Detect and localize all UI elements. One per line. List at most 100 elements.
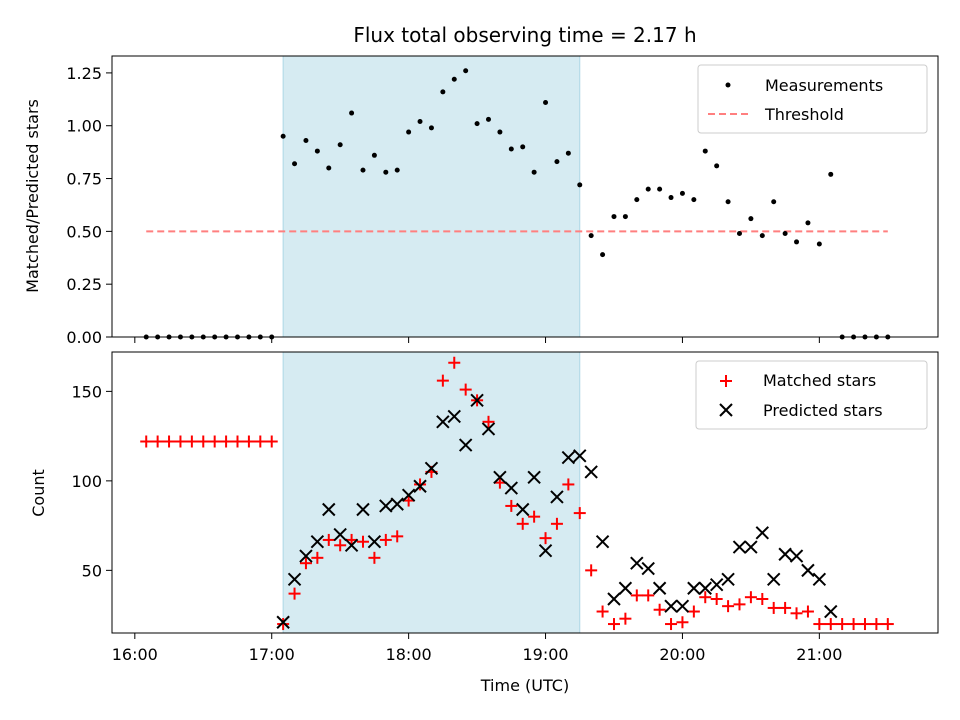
predicted-marker-b xyxy=(630,556,644,570)
measurement-point xyxy=(611,214,617,220)
bottom-x-tick-label: 18:00 xyxy=(386,645,432,664)
measurement-point xyxy=(554,159,560,165)
predicted-star-point xyxy=(310,535,325,549)
matched-star-point xyxy=(242,435,255,448)
matched-star-point xyxy=(665,618,678,631)
bottom-x-tick-label: 17:00 xyxy=(249,645,295,664)
top-axes-frame xyxy=(111,55,939,338)
predicted-star-point xyxy=(709,577,724,592)
predicted-star-point xyxy=(812,572,827,587)
measurement-point xyxy=(463,68,469,74)
predicted-marker-b xyxy=(516,502,530,517)
measurement-point xyxy=(497,129,503,135)
measurement-point xyxy=(645,186,651,192)
matched-star-point xyxy=(607,618,620,631)
predicted-marker-b xyxy=(424,461,439,476)
matched-star-point xyxy=(356,535,369,548)
predicted-marker-b xyxy=(767,572,781,587)
predicted-star-point xyxy=(630,556,644,570)
predicted-marker-b xyxy=(276,615,290,629)
matched-star-point xyxy=(322,533,335,546)
matched-star-point xyxy=(163,435,176,448)
matched-star-point xyxy=(744,591,757,604)
measurement-point xyxy=(280,133,286,139)
predicted-marker-b xyxy=(664,599,678,613)
matched-star-point xyxy=(231,435,244,448)
legend-predicted-label: Predicted stars xyxy=(763,401,883,420)
measurement-point xyxy=(725,199,731,205)
matched-star-point xyxy=(436,374,449,387)
predicted-marker-b xyxy=(390,497,404,511)
predicted-star-point xyxy=(344,538,359,553)
predicted-marker-b xyxy=(687,581,701,595)
predicted-marker-b xyxy=(379,499,393,513)
matched-stars-points xyxy=(140,356,894,631)
bottom-shaded-interval xyxy=(282,351,581,634)
matched-star-point xyxy=(813,618,826,631)
predicted-marker-b xyxy=(675,599,690,613)
top-y-tick-label: 0.50 xyxy=(66,222,102,241)
predicted-star-point xyxy=(595,535,610,549)
bottom-x-tick-label: 19:00 xyxy=(522,645,568,664)
measurement-point xyxy=(406,129,412,135)
matched-star-point xyxy=(482,415,495,428)
matched-star-point xyxy=(220,435,233,448)
predicted-star-point xyxy=(721,572,735,587)
predicted-star-point xyxy=(652,581,667,595)
measurement-point xyxy=(371,152,377,158)
measurement-point xyxy=(485,116,491,122)
predicted-marker-b xyxy=(561,450,576,465)
measurement-point xyxy=(565,150,571,156)
matched-star-point xyxy=(596,605,609,618)
predicted-star-point xyxy=(607,592,621,606)
top-y-tick-label: 0.75 xyxy=(66,170,102,189)
predicted-star-point xyxy=(550,490,564,504)
predicted-star-point xyxy=(755,526,770,540)
predicted-marker-b xyxy=(709,577,724,592)
top-y-axis-ticks: 0.00 0.25 0.50 0.75 1.00 1.25 xyxy=(66,64,112,347)
matched-star-point xyxy=(208,435,221,448)
matched-star-point xyxy=(197,435,210,448)
predicted-star-point xyxy=(744,540,758,554)
matched-star-point xyxy=(550,517,563,530)
measurement-point xyxy=(314,148,320,154)
predicted-marker-b xyxy=(333,527,347,542)
matched-star-point xyxy=(334,539,347,552)
predicted-marker-b xyxy=(584,465,598,479)
measurement-point xyxy=(337,142,343,148)
matched-star-point xyxy=(459,383,472,396)
matched-star-point xyxy=(174,435,187,448)
predicted-star-point xyxy=(789,549,804,563)
predicted-marker-b xyxy=(436,415,450,429)
predicted-star-point xyxy=(664,599,678,613)
predicted-marker-b xyxy=(755,526,770,540)
predicted-marker-b xyxy=(744,540,758,554)
matched-star-point xyxy=(379,533,392,546)
predicted-marker-b xyxy=(573,449,587,463)
measurement-point xyxy=(428,125,434,131)
measurement-point xyxy=(816,241,822,247)
predicted-marker-b xyxy=(344,538,359,553)
predicted-star-point xyxy=(527,470,541,484)
legend-measurements-label: Measurements xyxy=(765,76,883,95)
shaded-interval-rect xyxy=(282,351,581,634)
measurement-point xyxy=(360,167,366,173)
predicted-marker-b xyxy=(367,535,382,549)
predicted-star-point xyxy=(458,438,473,452)
bottom-y-axis-label: Count xyxy=(29,469,48,517)
predicted-star-point xyxy=(436,415,450,429)
predicted-marker-b xyxy=(356,502,370,517)
predicted-star-point xyxy=(299,549,313,563)
measurement-point xyxy=(474,121,480,127)
predicted-star-point xyxy=(801,563,815,578)
predicted-star-point xyxy=(767,572,781,587)
bottom-x-tick-label: 20:00 xyxy=(659,645,705,664)
predicted-marker-b xyxy=(721,572,735,587)
shaded-interval-rect xyxy=(282,55,581,338)
top-legend-box xyxy=(697,64,928,134)
predicted-marker-b xyxy=(595,535,610,549)
matched-star-point xyxy=(414,478,427,491)
measurement-point xyxy=(794,239,800,245)
predicted-star-point xyxy=(584,465,598,479)
